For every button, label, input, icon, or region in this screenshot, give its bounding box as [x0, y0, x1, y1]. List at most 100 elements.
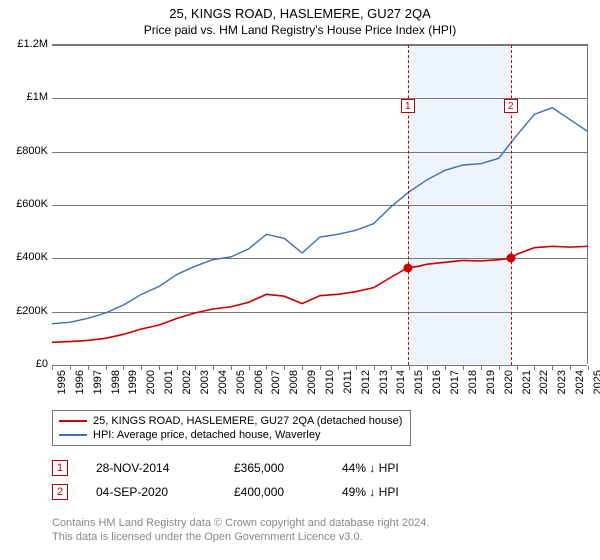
legend-row: 25, KINGS ROAD, HASLEMERE, GU27 2QA (det… [59, 414, 402, 428]
event-marker: 1 [401, 99, 415, 113]
x-tick [141, 366, 142, 370]
chart: £0£200K£400K£600K£800K£1M£1.2M 12 199519… [8, 44, 590, 404]
x-tick [88, 366, 89, 370]
y-axis-label: £1M [8, 91, 48, 103]
x-axis-label: 2024 [574, 370, 586, 394]
plot-area: 12 [52, 44, 588, 364]
chart-subtitle: Price paid vs. HM Land Registry's House … [0, 21, 600, 37]
x-tick [409, 366, 410, 370]
x-axis-label: 1995 [56, 370, 68, 394]
x-axis-label: 2018 [467, 370, 479, 394]
x-tick [320, 366, 321, 370]
x-axis-label: 2004 [217, 370, 229, 394]
y-axis-label: £0 [8, 358, 48, 370]
x-axis-label: 2005 [235, 370, 247, 394]
sale-row: 1 28-NOV-2014 £365,000 44% ↓ HPI [52, 456, 399, 480]
x-tick [570, 366, 571, 370]
x-axis-label: 2007 [270, 370, 282, 394]
x-axis-label: 1999 [127, 370, 139, 394]
legend-label: HPI: Average price, detached house, Wave… [93, 429, 320, 441]
x-tick [284, 366, 285, 370]
footer-line1: Contains HM Land Registry data © Crown c… [52, 516, 429, 530]
x-axis-label: 2022 [538, 370, 550, 394]
x-axis-label: 2017 [449, 370, 461, 394]
x-tick [266, 366, 267, 370]
x-axis-label: 2006 [253, 370, 265, 394]
x-axis-label: 2020 [503, 370, 515, 394]
x-axis-label: 2008 [288, 370, 300, 394]
line-series [52, 45, 588, 365]
x-tick [552, 366, 553, 370]
footer-line2: This data is licensed under the Open Gov… [52, 530, 429, 544]
sale-marker: 1 [52, 460, 68, 476]
x-tick [588, 366, 589, 370]
x-axis-label: 2014 [395, 370, 407, 394]
attribution: Contains HM Land Registry data © Crown c… [52, 516, 429, 545]
x-axis-label: 2000 [145, 370, 157, 394]
x-axis-label: 1997 [92, 370, 104, 394]
sales-table: 1 28-NOV-2014 £365,000 44% ↓ HPI 2 04-SEP-202… [52, 456, 399, 504]
y-axis-label: £600K [8, 198, 48, 210]
legend-row: HPI: Average price, detached house, Wave… [59, 428, 402, 442]
sale-price: £365,000 [234, 461, 314, 475]
x-tick [195, 366, 196, 370]
x-axis-label: 2002 [181, 370, 193, 394]
x-tick [481, 366, 482, 370]
x-axis-label: 2013 [378, 370, 390, 394]
x-tick [356, 366, 357, 370]
x-tick [231, 366, 232, 370]
x-axis-label: 2010 [324, 370, 336, 394]
x-tick [338, 366, 339, 370]
y-axis-label: £1.2M [8, 38, 48, 50]
x-tick [123, 366, 124, 370]
y-axis-label: £800K [8, 145, 48, 157]
event-line [408, 45, 409, 365]
x-tick [517, 366, 518, 370]
x-axis-label: 1998 [110, 370, 122, 394]
x-tick [463, 366, 464, 370]
y-axis-label: £400K [8, 251, 48, 263]
x-tick [106, 366, 107, 370]
event-dot [403, 263, 412, 272]
x-tick [374, 366, 375, 370]
x-tick [445, 366, 446, 370]
x-axis-label: 2015 [413, 370, 425, 394]
sale-row: 2 04-SEP-2020 £400,000 49% ↓ HPI [52, 480, 399, 504]
sale-date: 28-NOV-2014 [96, 461, 206, 475]
x-tick [499, 366, 500, 370]
x-tick [213, 366, 214, 370]
x-tick [534, 366, 535, 370]
x-axis-label: 2025 [592, 370, 600, 394]
x-axis-label: 2021 [521, 370, 533, 394]
x-tick [70, 366, 71, 370]
x-tick [302, 366, 303, 370]
legend-label: 25, KINGS ROAD, HASLEMERE, GU27 2QA (det… [93, 415, 402, 427]
chart-title: 25, KINGS ROAD, HASLEMERE, GU27 2QA [0, 0, 600, 21]
series-line [52, 108, 588, 324]
sale-hpi: 49% ↓ HPI [342, 485, 399, 499]
x-tick [391, 366, 392, 370]
sale-price: £400,000 [234, 485, 314, 499]
event-marker: 2 [504, 99, 518, 113]
sale-hpi: 44% ↓ HPI [342, 461, 399, 475]
x-axis-label: 2016 [431, 370, 443, 394]
x-tick [427, 366, 428, 370]
x-axis-label: 2011 [342, 370, 354, 394]
x-axis-label: 2009 [306, 370, 318, 394]
x-axis-label: 2012 [360, 370, 372, 394]
x-tick [159, 366, 160, 370]
x-axis-label: 2003 [199, 370, 211, 394]
x-tick [52, 366, 53, 370]
legend-swatch [59, 434, 87, 436]
x-axis-label: 2001 [163, 370, 175, 394]
x-axis-label: 1996 [74, 370, 86, 394]
y-axis-label: £200K [8, 305, 48, 317]
x-axis-label: 2019 [485, 370, 497, 394]
x-tick [177, 366, 178, 370]
event-dot [506, 254, 515, 263]
legend-swatch [59, 420, 87, 422]
sale-date: 04-SEP-2020 [96, 485, 206, 499]
sale-marker: 2 [52, 484, 68, 500]
x-axis-labels: 1995 1996 1997 1998 1999 2000 2001 2002 2003 2004… [52, 366, 588, 404]
legend: 25, KINGS ROAD, HASLEMERE, GU27 2QA (det… [52, 410, 411, 446]
